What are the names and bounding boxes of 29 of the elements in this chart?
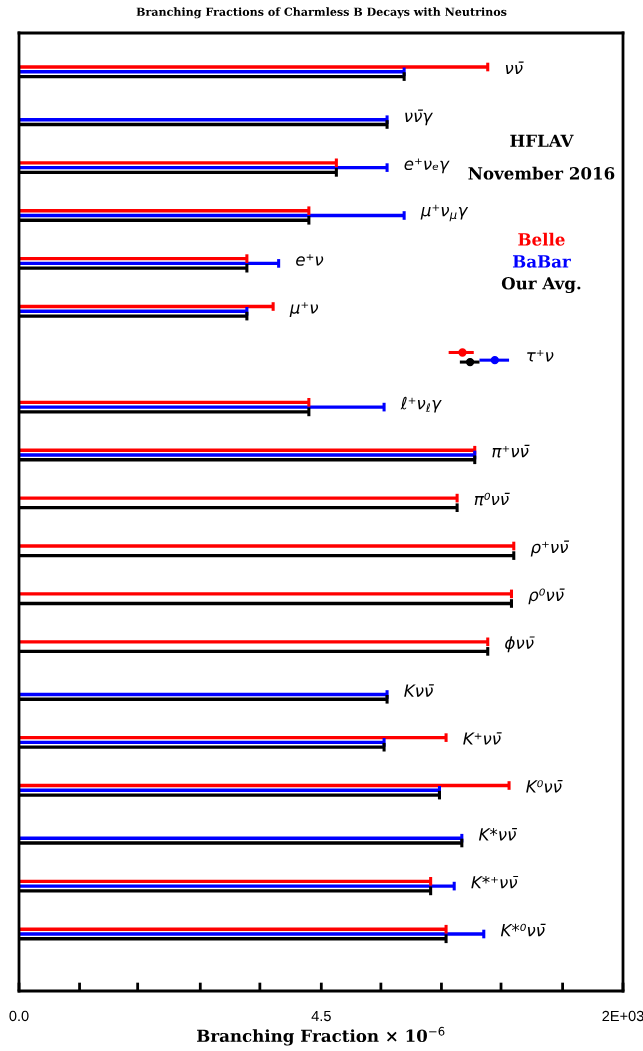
y-tick-label: Kνν̄ — [404, 684, 434, 697]
x-tick-label: 0.0 — [9, 1010, 29, 1022]
y-tick-label: K*⁰νν̄ — [500, 923, 546, 937]
text: Our Avg. — [501, 276, 581, 294]
y-tick-label: e⁺ν — [296, 254, 324, 266]
y-tick-label: ρ⁰νν̄ — [528, 588, 565, 605]
y-tick-label: ρ⁺νν̄ — [530, 540, 570, 557]
y-tick-label: K*νν̄ — [478, 827, 518, 841]
y-tick-label: K*⁺νν̄ — [471, 875, 519, 889]
y-tick-label: e⁺νₑγ — [404, 158, 450, 174]
x-tick-label: 4.5 — [311, 1010, 331, 1022]
y-tick-label: K⁺νν̄ — [463, 732, 502, 745]
y-tick-label: νν̄γ — [405, 109, 433, 126]
y-tick-label: π⁰νν̄ — [474, 492, 510, 506]
y-tick-label: μ⁺ν — [289, 302, 319, 317]
x-axis-title: Branching Fraction × 10$^{−6}$ — [197, 1026, 445, 1046]
y-tick-label: ϕνν̄ — [505, 636, 535, 653]
y-tick-label: νν̄ — [505, 61, 524, 74]
y-tick-label: ℓ⁺ν$_{ℓ}$γ — [400, 396, 442, 413]
chart-title: Branching Fractions of Charmless B Decays with Neutrinos — [136, 7, 507, 19]
annotation: November 2016 — [468, 166, 615, 180]
y-tick-label: τ⁺ν — [527, 350, 554, 362]
y-tick-label: μ⁺ν$_{μ}$γ — [420, 204, 469, 222]
text: Belle — [518, 232, 565, 246]
y-tick-label: π⁺νν̄ — [492, 444, 530, 458]
x-tick-label: 2E+03 — [602, 1010, 643, 1022]
y-tick-label: K⁰νν̄ — [526, 780, 563, 793]
annotation: HFLAV — [510, 134, 574, 147]
text: BaBar — [512, 255, 571, 268]
